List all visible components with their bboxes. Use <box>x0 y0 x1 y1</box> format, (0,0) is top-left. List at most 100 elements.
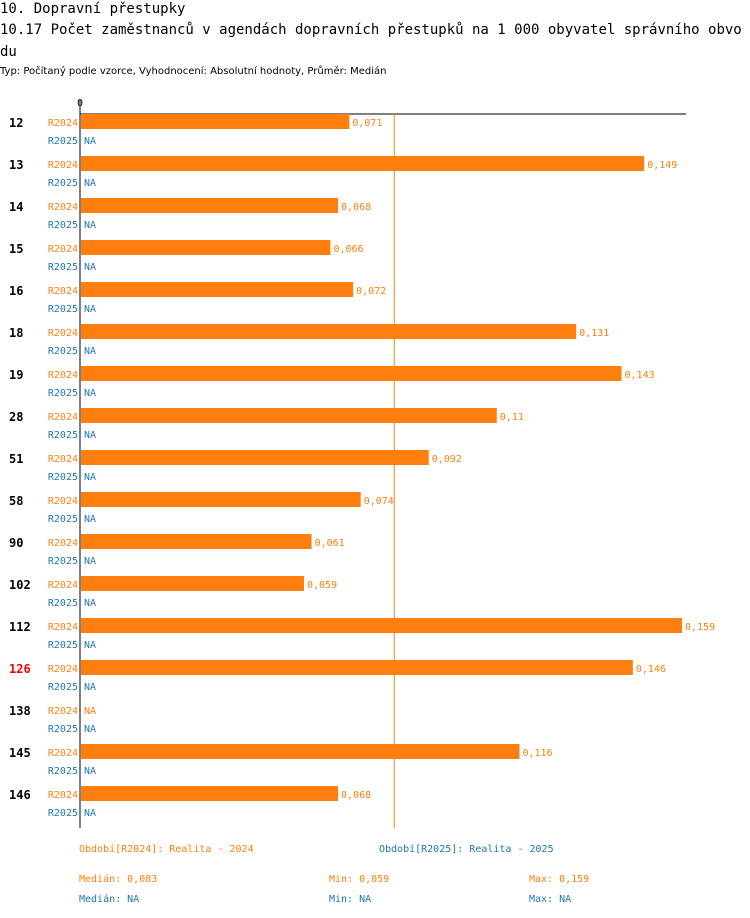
value-label-r2024: 0,059 <box>307 580 337 591</box>
category-label: 146 <box>9 788 31 802</box>
series-label-r2024: R2024 <box>48 454 78 465</box>
series-label-r2024: R2024 <box>48 412 78 423</box>
value-label-r2024: 0,071 <box>352 118 382 129</box>
bar-r2024 <box>81 324 577 339</box>
category-label: 13 <box>9 158 23 172</box>
series-label-r2025: R2025 <box>48 724 78 735</box>
value-label-r2025: NA <box>84 430 96 441</box>
category-label: 90 <box>9 536 23 550</box>
legend-r2024: Období[R2024]: Realita - 2024 <box>79 844 254 855</box>
series-label-r2025: R2025 <box>48 472 78 483</box>
bar-r2024 <box>81 660 633 675</box>
stat-median-r2024: Medián: 0,083 <box>79 874 158 885</box>
series-label-r2024: R2024 <box>48 664 78 675</box>
value-label-r2024: 0,131 <box>579 328 609 339</box>
value-label-r2025: NA <box>84 766 96 777</box>
value-label-r2024: 0,149 <box>647 160 677 171</box>
category-label: 112 <box>9 620 31 634</box>
category-label: 18 <box>9 326 23 340</box>
series-label-r2025: R2025 <box>48 220 78 231</box>
value-label-r2025: NA <box>84 262 96 273</box>
series-label-r2024: R2024 <box>48 790 78 801</box>
bar-r2024 <box>81 786 339 801</box>
stat-min-r2025: Min: NA <box>329 894 372 905</box>
bar-r2024 <box>81 282 354 297</box>
value-label-r2024: 0,143 <box>625 370 655 381</box>
value-label-r2024: NA <box>84 706 96 717</box>
series-label-r2024: R2024 <box>48 160 78 171</box>
bar-chart: 012R20240,071R2025NA13R20240,149R2025NA1… <box>9 98 715 828</box>
value-label-r2025: NA <box>84 304 96 315</box>
value-label-r2025: NA <box>84 598 96 609</box>
series-label-r2025: R2025 <box>48 808 78 819</box>
value-label-r2024: 0,11 <box>500 412 524 423</box>
value-label-r2025: NA <box>84 346 96 357</box>
value-label-r2024: 0,092 <box>432 454 462 465</box>
series-label-r2024: R2024 <box>48 244 78 255</box>
bar-r2024 <box>81 408 497 423</box>
value-label-r2025: NA <box>84 724 96 735</box>
series-label-r2025: R2025 <box>48 178 78 189</box>
series-label-r2024: R2024 <box>48 286 78 297</box>
bar-r2024 <box>81 156 645 171</box>
series-label-r2025: R2025 <box>48 514 78 525</box>
series-label-r2025: R2025 <box>48 682 78 693</box>
value-label-r2024: 0,159 <box>685 622 715 633</box>
category-label: 28 <box>9 410 23 424</box>
series-label-r2025: R2025 <box>48 346 78 357</box>
category-label: 58 <box>9 494 23 508</box>
value-label-r2024: 0,072 <box>356 286 386 297</box>
value-label-r2024: 0,116 <box>522 748 552 759</box>
category-label: 102 <box>9 578 31 592</box>
series-label-r2025: R2025 <box>48 262 78 273</box>
series-label-r2024: R2024 <box>48 622 78 633</box>
category-label: 14 <box>9 200 23 214</box>
value-label-r2025: NA <box>84 136 96 147</box>
series-label-r2025: R2025 <box>48 430 78 441</box>
value-label-r2024: 0,068 <box>341 202 371 213</box>
category-label: 15 <box>9 242 23 256</box>
series-label-r2025: R2025 <box>48 640 78 651</box>
value-label-r2025: NA <box>84 682 96 693</box>
bar-r2024 <box>81 492 361 507</box>
bar-r2024 <box>81 576 305 591</box>
category-label: 16 <box>9 284 23 298</box>
value-label-r2025: NA <box>84 472 96 483</box>
bar-r2024 <box>81 240 331 255</box>
value-label-r2025: NA <box>84 556 96 567</box>
bar-r2024 <box>81 618 682 633</box>
value-label-r2025: NA <box>84 514 96 525</box>
series-label-r2024: R2024 <box>48 748 78 759</box>
series-label-r2025: R2025 <box>48 766 78 777</box>
category-label: 145 <box>9 746 31 760</box>
section-title: 10. Dopravní přestupky <box>0 1 186 17</box>
value-label-r2024: 0,074 <box>364 496 394 507</box>
series-label-r2025: R2025 <box>48 136 78 147</box>
chart-subtitle: Typ: Počítaný podle vzorce, Vyhodnocení:… <box>0 66 387 77</box>
category-label: 19 <box>9 368 23 382</box>
value-label-r2025: NA <box>84 388 96 399</box>
value-label-r2024: 0,068 <box>341 790 371 801</box>
series-label-r2025: R2025 <box>48 598 78 609</box>
category-label: 138 <box>9 704 31 718</box>
series-label-r2024: R2024 <box>48 538 78 549</box>
stat-median-r2025: Medián: NA <box>79 894 140 905</box>
series-label-r2024: R2024 <box>48 118 78 129</box>
value-label-r2024: 0,061 <box>315 538 345 549</box>
value-label-r2025: NA <box>84 808 96 819</box>
bar-r2024 <box>81 450 429 465</box>
bar-r2024 <box>81 744 520 759</box>
bar-r2024 <box>81 198 339 213</box>
series-label-r2025: R2025 <box>48 556 78 567</box>
legend-r2025: Období[R2025]: Realita - 2025 <box>379 844 554 855</box>
category-label: 12 <box>9 116 23 130</box>
value-label-r2024: 0,066 <box>333 244 363 255</box>
value-label-r2025: NA <box>84 640 96 651</box>
stat-min-r2024: Min: 0,059 <box>329 874 390 885</box>
bar-r2024 <box>81 114 350 129</box>
category-label: 126 <box>9 662 31 676</box>
bar-r2024 <box>81 534 312 549</box>
value-label-r2025: NA <box>84 178 96 189</box>
stat-max-r2024: Max: 0,159 <box>529 874 590 885</box>
series-label-r2025: R2025 <box>48 388 78 399</box>
